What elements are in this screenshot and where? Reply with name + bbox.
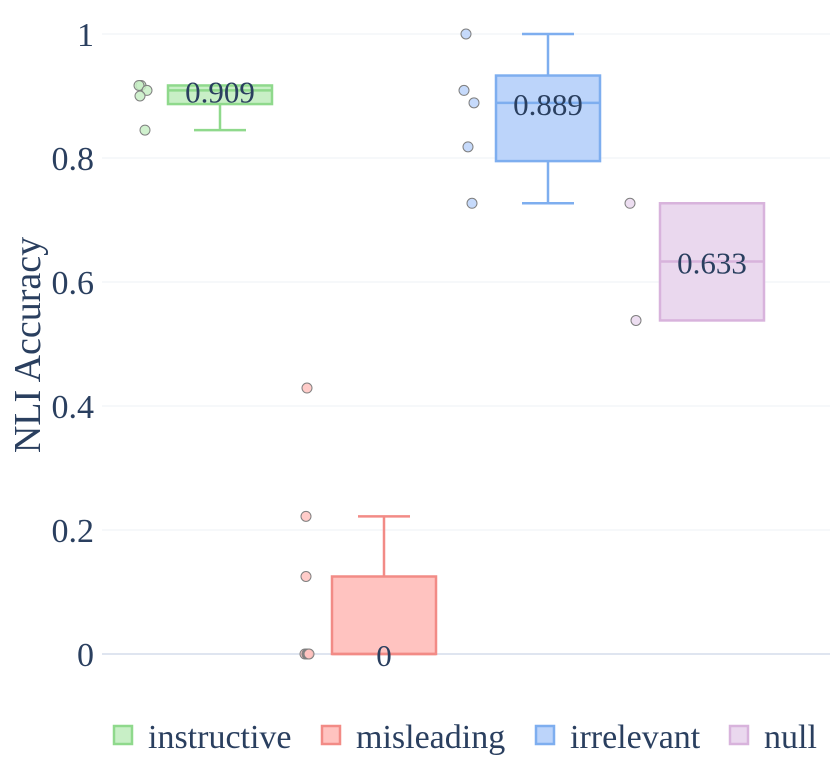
legend-swatch [112,724,134,746]
median-label: 0 [376,638,392,673]
legend: instructive misleading irrelevant null [112,719,817,756]
data-point [458,84,470,96]
box-irrelevant: 0.889 [494,32,602,205]
y-tick-label: 0.2 [52,513,95,550]
data-point [134,90,146,102]
y-tick-label: 0.6 [52,265,95,302]
y-tick-label: 1 [77,17,94,54]
data-point [301,382,313,394]
median-label: 0.633 [677,246,747,281]
legend-item-null: null [728,719,817,756]
data-point [466,197,478,209]
legend-swatch [728,724,750,746]
data-point [300,510,312,522]
y-axis-ticks: 0 0.2 0.4 0.6 0.8 1 [52,17,95,674]
legend-label: null [764,719,817,756]
data-point [139,124,151,136]
legend-swatch [534,724,556,746]
grid-lines [102,33,830,655]
median-label: 0.889 [513,87,583,122]
box-body [494,74,602,163]
y-tick-label: 0.4 [52,389,95,426]
boxes: 0.909 0 0.889 0.633 [166,32,766,673]
data-point [630,314,642,326]
data-point [624,197,636,209]
data-point [468,97,480,109]
box-misleading: 0 [330,515,438,673]
data-point [303,648,315,660]
legend-swatch [320,724,342,746]
y-tick-label: 0 [77,637,94,674]
legend-label: misleading [356,719,505,756]
median-label: 0.909 [185,74,255,109]
outlier-points [133,28,642,660]
legend-label: irrelevant [570,719,701,756]
box-null: 0.633 [658,202,766,322]
data-point [300,571,312,582]
y-axis-label: NLI Accuracy [7,237,49,453]
legend-item-misleading: misleading [320,719,505,756]
y-tick-label: 0.8 [52,141,95,178]
data-point [462,141,474,153]
box-instructive: 0.909 [166,74,274,132]
data-point [460,28,472,40]
legend-label: instructive [148,719,292,756]
box-body [330,575,438,656]
data-point [133,79,145,91]
legend-item-irrelevant: irrelevant [534,719,701,756]
legend-item-instructive: instructive [112,719,292,756]
